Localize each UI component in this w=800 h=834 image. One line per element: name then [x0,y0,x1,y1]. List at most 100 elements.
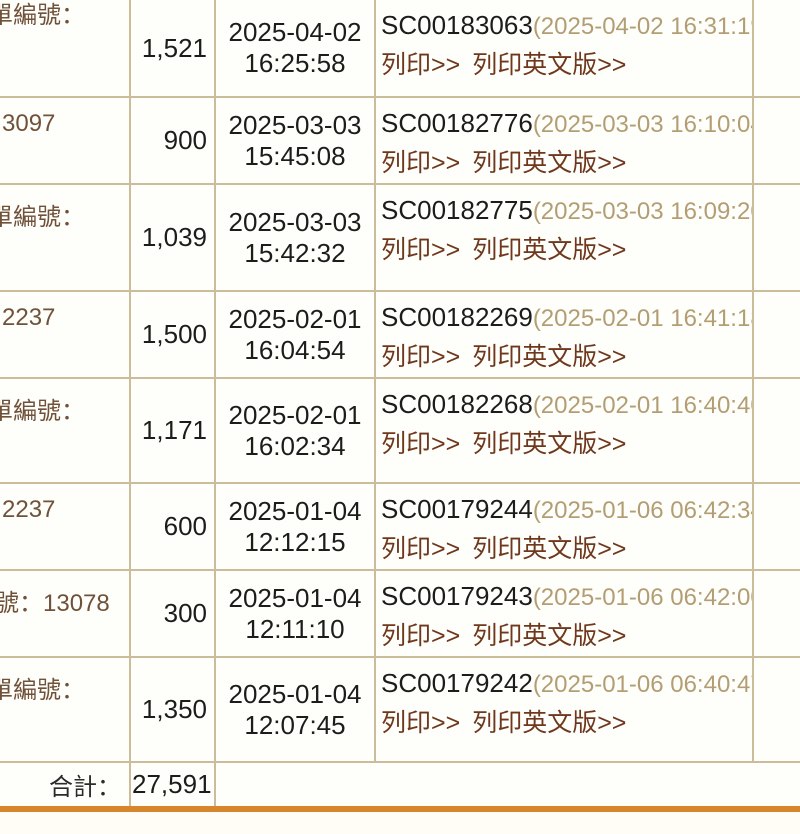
page-background [0,812,800,834]
printed-timestamp: (2025-01-06 06:40:47) [532,671,753,698]
date-cell: 2025-04-02 16:25:58 [214,0,376,98]
print-english-link[interactable]: 列印英文版>> [472,430,627,458]
order-ref-cell: 3097 [0,96,131,185]
table-row: 3097 900 2025-03-03 15:45:08 SC00182776(2… [0,96,800,185]
printed-timestamp: (2025-03-03 16:10:04) [532,111,753,138]
order-ref-cell: 單編號： [0,183,131,292]
print-english-link[interactable]: 列印英文版>> [472,535,627,563]
ship-date: 2025-01-04 [228,582,362,613]
printed-timestamp: (2025-01-06 06:42:00) [532,584,753,611]
print-english-link[interactable]: 列印英文版>> [472,51,627,79]
print-link[interactable]: 列印>> [381,343,461,371]
print-english-link[interactable]: 列印英文版>> [472,343,627,371]
order-ref: 3097 [2,110,56,137]
edge-cell [752,377,800,484]
order-ref-cell: 2237 [0,290,131,379]
printed-timestamp: (2025-02-01 16:41:18) [532,305,753,332]
ship-time: 16:04:54 [244,334,346,365]
quantity-cell: 1,171 [129,377,216,484]
order-ref-cell: 2237 [0,482,131,571]
ship-time: 16:25:58 [244,48,346,78]
document-cell: SC00182268(2025-02-01 16:40:40) 列印>> 列印英文… [374,377,754,484]
order-ref: 2237 [2,304,56,331]
print-english-link[interactable]: 列印英文版>> [472,709,627,737]
sc-number: SC00179244 [381,494,533,524]
quantity-cell: 1,521 [129,0,216,98]
ship-date: 2025-02-01 [228,399,362,430]
ship-date: 2025-01-04 [228,495,362,526]
date-cell: 2025-03-03 15:45:08 [214,96,376,185]
edge-cell [752,96,800,185]
printed-timestamp: (2025-04-02 16:31:19) [532,13,753,40]
print-english-link[interactable]: 列印英文版>> [472,622,627,650]
ship-time: 12:07:45 [244,709,346,740]
edge-cell [752,0,800,98]
edge-cell [752,656,800,763]
printed-timestamp: (2025-03-03 16:09:20) [532,198,753,225]
ship-time: 15:42:32 [244,237,346,268]
table-row: 2237 1,500 2025-02-01 16:04:54 SC00182269… [0,290,800,379]
date-cell: 2025-02-01 16:02:34 [214,377,376,484]
document-cell: SC00182269(2025-02-01 16:41:18) 列印>> 列印英文… [374,290,754,379]
edge-cell [752,569,800,658]
quantity-cell: 1,039 [129,183,216,292]
print-link[interactable]: 列印>> [381,709,461,737]
print-link[interactable]: 列印>> [381,535,461,563]
ship-time: 12:12:15 [244,526,346,557]
print-link[interactable]: 列印>> [381,236,461,264]
date-cell: 2025-01-04 12:12:15 [214,482,376,571]
quantity-cell: 900 [129,96,216,185]
print-link[interactable]: 列印>> [381,430,461,458]
total-label: 合計： [0,761,131,806]
print-link[interactable]: 列印>> [381,51,461,79]
document-cell: SC00179243(2025-01-06 06:42:00) 列印>> 列印英文… [374,569,754,658]
order-ref: 單編號： [0,677,85,704]
order-ref: 2237 [2,496,56,523]
edge-cell [752,482,800,571]
total-row: 合計： 27,591 [0,761,800,806]
quantity-cell: 1,500 [129,290,216,379]
ship-time: 15:45:08 [244,140,346,171]
ship-time: 12:11:10 [245,613,345,644]
sc-number: SC00179242 [381,668,533,698]
quantity-cell: 1,350 [129,656,216,763]
sc-number: SC00182776 [381,108,533,138]
quantity-cell: 300 [129,569,216,658]
ship-date: 2025-04-02 [228,17,362,47]
sc-number: SC00182269 [381,302,533,332]
order-ref: 單編號： [0,204,85,231]
sc-number: SC00179243 [381,581,533,611]
document-cell: SC00182776(2025-03-03 16:10:04) 列印>> 列印英文… [374,96,754,185]
date-cell: 2025-03-03 15:42:32 [214,183,376,292]
edge-cell [752,183,800,292]
print-english-link[interactable]: 列印英文版>> [472,149,627,177]
ship-time: 16:02:34 [244,430,346,461]
print-link[interactable]: 列印>> [381,149,461,177]
print-link[interactable]: 列印>> [381,622,461,650]
order-ref-cell: 單編號： [0,0,131,98]
print-english-link[interactable]: 列印英文版>> [472,236,627,264]
ship-date: 2025-01-04 [228,678,362,709]
total-empty-cell [214,761,800,806]
order-ref: 單編號： [0,398,85,425]
date-cell: 2025-01-04 12:11:10 [214,569,376,658]
document-cell: SC00179242(2025-01-06 06:40:47) 列印>> 列印英文… [374,656,754,763]
ship-date: 2025-03-03 [228,206,362,237]
quantity-cell: 600 [129,482,216,571]
document-cell: SC00183063(2025-04-02 16:31:19) 列印>> 列印英文… [374,0,754,98]
edge-cell [752,290,800,379]
sc-number: SC00182268 [381,389,533,419]
date-cell: 2025-01-04 12:07:45 [214,656,376,763]
printed-timestamp: (2025-01-06 06:42:34) [532,497,753,524]
ship-date: 2025-02-01 [228,303,362,334]
total-value: 27,591 [129,761,216,806]
order-ref-cell: 單編號： [0,377,131,484]
date-cell: 2025-02-01 16:04:54 [214,290,376,379]
document-cell: SC00179244(2025-01-06 06:42:34) 列印>> 列印英文… [374,482,754,571]
table-row: 2237 600 2025-01-04 12:12:15 SC00179244(2… [0,482,800,571]
